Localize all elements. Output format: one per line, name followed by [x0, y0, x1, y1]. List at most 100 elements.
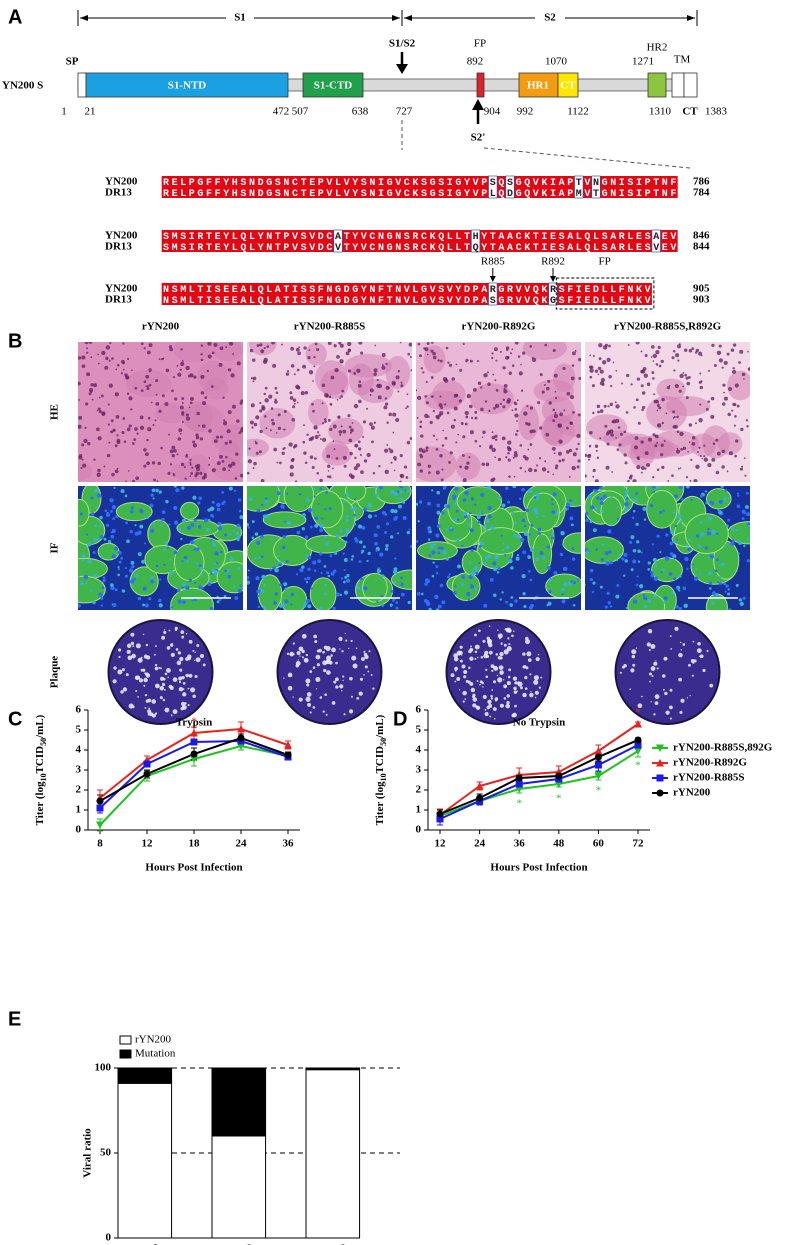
- he-nucleus: [446, 347, 449, 350]
- if-nucleus: [229, 557, 233, 561]
- residue: L: [602, 296, 608, 307]
- plaque: [459, 651, 463, 655]
- if-nucleus: [280, 504, 284, 508]
- if-nucleus: [512, 484, 516, 488]
- if-nucleus: [685, 544, 687, 546]
- if-nucleus: [139, 509, 143, 513]
- plaque: [161, 636, 165, 640]
- he-nucleus: [527, 449, 529, 451]
- plaque: [534, 675, 539, 680]
- residue: S: [240, 178, 246, 189]
- if-nucleus: [661, 568, 664, 571]
- plaque: [491, 689, 493, 691]
- plaque: [173, 677, 178, 682]
- residue: S: [421, 178, 427, 189]
- he-nucleus: [86, 372, 90, 376]
- if-nucleus: [694, 577, 698, 581]
- if-nucleus: [210, 572, 213, 575]
- plaque: [165, 673, 168, 676]
- he-nucleus: [589, 366, 592, 369]
- residue: T: [197, 285, 203, 296]
- residue: N: [662, 189, 668, 200]
- plaque: [630, 668, 634, 672]
- if-nucleus: [299, 493, 301, 495]
- residue: K: [524, 232, 530, 243]
- if-nucleus: [510, 566, 513, 569]
- if-nucleus: [636, 540, 639, 543]
- if-nucleus: [320, 572, 322, 574]
- plaque: [298, 659, 299, 660]
- if-nucleus: [131, 565, 134, 568]
- plaque: [320, 696, 323, 699]
- plaque: [146, 644, 148, 646]
- plaque: [160, 667, 162, 669]
- arrowhead: [490, 276, 496, 282]
- row-label: IF: [49, 542, 61, 553]
- he-nucleus: [143, 347, 145, 349]
- he-nucleus: [691, 347, 694, 350]
- panel-label: E: [8, 1008, 21, 1030]
- if-nucleus: [676, 587, 678, 589]
- if-nucleus: [340, 594, 342, 596]
- he-nucleus: [90, 383, 93, 386]
- if-nucleus: [654, 565, 657, 568]
- he-nucleus: [122, 342, 124, 344]
- he-nucleus: [660, 453, 663, 456]
- residue: L: [335, 189, 341, 200]
- he-nucleus: [530, 406, 533, 409]
- he-nucleus: [130, 408, 132, 410]
- he-nucleus: [454, 407, 458, 411]
- if-nucleus: [547, 545, 550, 548]
- if-nucleus: [461, 583, 465, 587]
- he-nucleus: [330, 404, 332, 406]
- if-nucleus: [307, 568, 310, 571]
- if-nucleus: [125, 521, 128, 524]
- residue: E: [309, 178, 315, 189]
- if-nucleus: [475, 572, 478, 575]
- plaque: [324, 646, 328, 650]
- if-nucleus: [514, 599, 517, 602]
- he-nucleus: [213, 343, 217, 347]
- if-nucleus: [740, 602, 744, 606]
- residue: T: [533, 232, 539, 243]
- if-nucleus: [595, 548, 597, 550]
- if-nucleus: [747, 538, 750, 541]
- he-nucleus: [109, 342, 111, 344]
- if-nucleus: [137, 531, 141, 535]
- if-nucleus: [586, 551, 589, 554]
- if-nucleus: [569, 516, 573, 520]
- residue: V: [473, 178, 479, 189]
- arrowhead: [472, 99, 484, 110]
- if-nucleus: [315, 517, 318, 520]
- residue: S: [438, 178, 444, 189]
- if-nucleus: [368, 514, 372, 518]
- if-nucleus: [679, 485, 683, 489]
- significance-mark: *: [596, 785, 602, 797]
- plaque: [136, 643, 141, 648]
- he-nucleus: [121, 431, 124, 434]
- if-nucleus: [718, 510, 722, 514]
- he-nucleus: [637, 378, 640, 381]
- he-nucleus: [657, 424, 659, 426]
- if-nucleus: [737, 504, 741, 508]
- he-nucleus: [289, 391, 292, 394]
- he-nucleus: [407, 353, 410, 356]
- plaque: [468, 650, 472, 654]
- if-nucleus: [287, 521, 291, 525]
- he-nucleus: [638, 422, 641, 425]
- residue: S: [602, 243, 608, 254]
- residue: L: [576, 232, 582, 243]
- he-nucleus: [461, 422, 464, 425]
- he-nucleus: [491, 357, 493, 359]
- if-nucleus: [520, 538, 524, 542]
- he-nucleus: [529, 345, 532, 348]
- he-nucleus: [508, 475, 511, 478]
- if-nucleus: [468, 523, 471, 526]
- if-nucleus: [264, 584, 266, 586]
- plaque: [506, 701, 509, 704]
- he-nucleus: [92, 399, 94, 401]
- residue: S: [172, 285, 178, 296]
- he-nucleus: [490, 478, 494, 482]
- if-nucleus: [82, 559, 85, 562]
- he-nucleus: [80, 467, 82, 469]
